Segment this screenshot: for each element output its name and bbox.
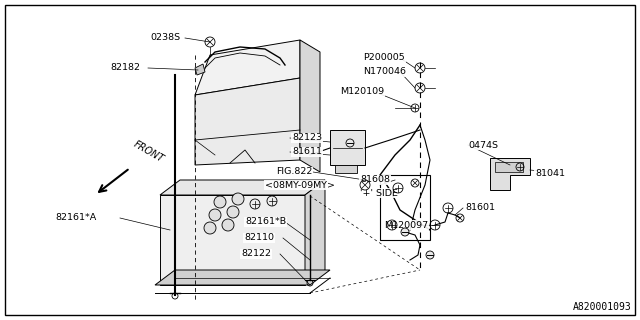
Text: 82110: 82110 — [244, 234, 274, 243]
Text: 82161*A: 82161*A — [55, 213, 96, 222]
Text: FRONT: FRONT — [132, 139, 166, 164]
Text: N170046: N170046 — [363, 68, 406, 76]
Text: 0474S: 0474S — [468, 140, 498, 149]
Circle shape — [222, 219, 234, 231]
Polygon shape — [155, 270, 330, 285]
Text: P200005: P200005 — [363, 53, 404, 62]
Text: FIG.822: FIG.822 — [276, 167, 312, 177]
Polygon shape — [160, 195, 305, 285]
Polygon shape — [195, 78, 300, 165]
Polygon shape — [195, 64, 205, 75]
Text: 82123: 82123 — [292, 133, 322, 142]
Text: 81611: 81611 — [292, 148, 322, 156]
Text: <08MY-09MY>: <08MY-09MY> — [265, 180, 335, 189]
Polygon shape — [195, 40, 300, 95]
Polygon shape — [305, 180, 325, 285]
Text: 82161*B: 82161*B — [245, 218, 286, 227]
Polygon shape — [490, 158, 530, 190]
Circle shape — [426, 251, 434, 259]
Text: 81601: 81601 — [465, 204, 495, 212]
Text: 82182: 82182 — [110, 63, 140, 73]
Bar — [335, 165, 357, 173]
Circle shape — [204, 222, 216, 234]
Text: 82122: 82122 — [241, 250, 271, 259]
Text: 81608: 81608 — [360, 175, 390, 185]
Text: '+' SIDE: '+' SIDE — [360, 188, 398, 197]
Polygon shape — [160, 180, 325, 195]
Circle shape — [401, 228, 409, 236]
Text: M120109: M120109 — [340, 87, 384, 97]
Text: 81041: 81041 — [535, 169, 565, 178]
Bar — [495, 162, 523, 172]
Circle shape — [209, 209, 221, 221]
Bar — [380, 175, 430, 240]
Text: 0238S: 0238S — [150, 34, 180, 43]
Text: M120097: M120097 — [384, 220, 428, 229]
Circle shape — [346, 139, 354, 147]
Text: A820001093: A820001093 — [573, 302, 632, 312]
Bar — [330, 130, 365, 165]
Circle shape — [232, 193, 244, 205]
Circle shape — [227, 206, 239, 218]
Polygon shape — [300, 40, 320, 172]
Circle shape — [214, 196, 226, 208]
